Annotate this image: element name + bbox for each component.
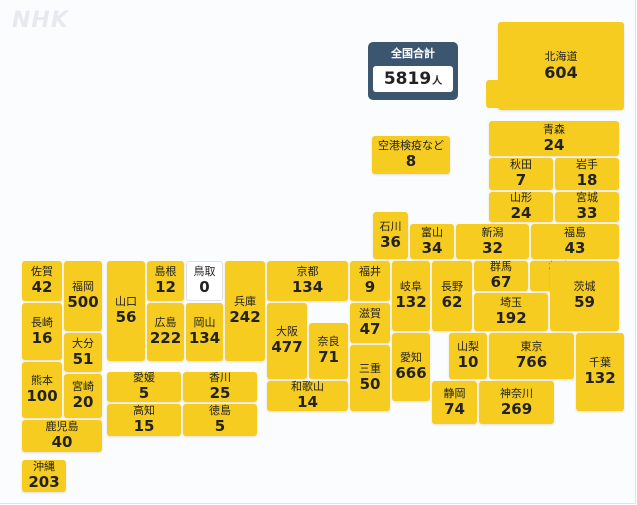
pref-tile-okinawa[interactable]: 沖縄 203 [22, 460, 66, 492]
national-total-panel: 全国合計 5819 人 [368, 42, 458, 100]
pref-tile-niigata[interactable]: 新潟 32 [456, 224, 529, 259]
pref-tile-aomori[interactable]: 青森 24 [489, 121, 619, 156]
pref-tile-kagawa[interactable]: 香川 25 [183, 372, 257, 402]
national-total-box: 5819 人 [373, 66, 453, 92]
pref-tile-akita[interactable]: 秋田 7 [489, 158, 553, 190]
national-total-label: 全国合計 [391, 47, 435, 60]
pref-tile-ishikawa[interactable]: 石川 36 [373, 212, 408, 259]
pref-tile-gifu[interactable]: 岐阜 132 [392, 261, 430, 331]
national-total-unit: 人 [432, 76, 443, 87]
pref-tile-tokushima[interactable]: 徳島 5 [183, 404, 257, 436]
pref-tile-hyogo[interactable]: 兵庫 242 [225, 261, 265, 361]
pref-tile-nagasaki[interactable]: 長崎 16 [22, 303, 62, 360]
pref-tile-kumamoto[interactable]: 熊本 100 [22, 362, 62, 418]
pref-tile-miyagi[interactable]: 宮城 33 [555, 192, 619, 222]
pref-tile-fukuoka[interactable]: 福岡 500 [64, 261, 102, 331]
pref-tile-chiba[interactable]: 千葉 132 [576, 333, 624, 411]
pref-tile-shiga[interactable]: 滋賀 47 [350, 303, 390, 343]
pref-tile-okayama[interactable]: 岡山 134 [186, 303, 223, 361]
pref-tile-saitama[interactable]: 埼玉 192 [474, 293, 548, 331]
pref-tile-toyama[interactable]: 富山 34 [410, 224, 454, 259]
tile-airport-quarantine[interactable]: 空港検疫など 8 [372, 136, 450, 174]
nhk-logo: NHK [12, 8, 69, 33]
pref-tile-yamaguchi[interactable]: 山口 56 [107, 261, 145, 361]
pref-tile-nara[interactable]: 奈良 71 [309, 323, 348, 379]
pref-tile-saga[interactable]: 佐賀 42 [22, 261, 62, 301]
pref-tile-hokkaido[interactable]: 北海道 604 [498, 22, 624, 110]
pref-tile-nagano[interactable]: 長野 62 [432, 261, 472, 331]
pref-tile-tokyo[interactable]: 東京 766 [489, 333, 574, 379]
pref-tile-yamagata[interactable]: 山形 24 [489, 192, 553, 222]
national-total-value: 5819 [383, 69, 432, 89]
pref-tile-yamanashi[interactable]: 山梨 10 [449, 333, 487, 379]
pref-tile-wakayama[interactable]: 和歌山 14 [267, 381, 348, 411]
pref-tile-tottori[interactable]: 鳥取 0 [186, 261, 223, 301]
pref-tile-miyazaki[interactable]: 宮崎 20 [64, 374, 102, 418]
pref-tile-hiroshima[interactable]: 広島 222 [147, 303, 184, 361]
pref-tile-aichi[interactable]: 愛知 666 [392, 333, 430, 401]
pref-tile-hokkaido-tail [486, 80, 516, 108]
pref-tile-kochi[interactable]: 高知 15 [107, 404, 181, 436]
pref-tile-fukushima[interactable]: 福島 43 [531, 224, 619, 259]
pref-tile-fukui[interactable]: 福井 9 [350, 261, 390, 301]
pref-tile-shizuoka[interactable]: 静岡 74 [432, 381, 477, 424]
pref-tile-kanagawa[interactable]: 神奈川 269 [479, 381, 554, 424]
pref-tile-mie[interactable]: 三重 50 [350, 345, 390, 411]
pref-tile-ehime[interactable]: 愛媛 5 [107, 372, 181, 402]
pref-tile-oita[interactable]: 大分 51 [64, 333, 102, 372]
pref-tile-gunma[interactable]: 群馬 67 [474, 261, 528, 291]
pref-tile-iwate[interactable]: 岩手 18 [555, 158, 619, 190]
pref-tile-osaka[interactable]: 大阪 477 [267, 303, 307, 379]
pref-tile-ibaraki[interactable]: 茨城 59 [550, 261, 619, 331]
pref-tile-shimane[interactable]: 島根 12 [147, 261, 184, 301]
pref-tile-kagoshima[interactable]: 鹿児島 40 [22, 420, 102, 452]
pref-tile-kyoto[interactable]: 京都 134 [267, 261, 348, 301]
